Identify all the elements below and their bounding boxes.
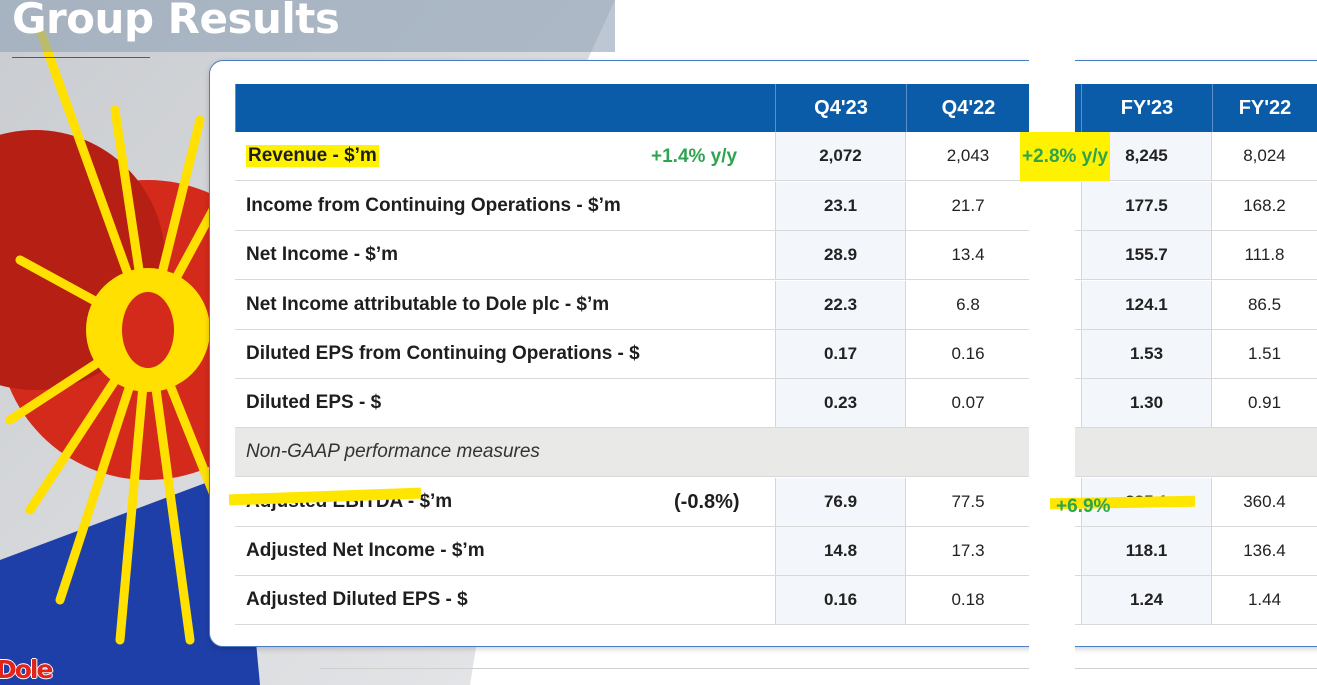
section-row-non-gaap: Non-GAAP performance measures <box>235 428 1317 477</box>
footer-divider <box>320 668 1317 669</box>
cell-fy22: 0.91 <box>1247 393 1282 412</box>
row-label: Diluted EPS from Continuing Operations -… <box>246 343 640 364</box>
cell-fy23: 1.53 <box>1081 330 1212 378</box>
cell-q423: 14.8 <box>775 527 906 575</box>
dole-logo: Dole <box>0 655 53 684</box>
cell-q422: 6.8 <box>956 295 980 314</box>
row-label: Income from Continuing Operations - $’m <box>246 195 621 216</box>
cell-fy23: 124.1 <box>1081 281 1212 329</box>
cell-fy22: 86.5 <box>1247 295 1282 314</box>
revenue-q4-yoy-annotation: +1.4% y/y <box>651 145 738 167</box>
table-row-net-income: Net Income - $’m 28.9 13.4 155.7 111.8 <box>235 231 1317 280</box>
title-underline <box>12 57 150 58</box>
ebitda-q4-change-annotation: (-0.8%) <box>674 491 740 513</box>
table-row-diluted-eps: Diluted EPS - $ 0.23 0.07 1.30 0.91 <box>235 379 1317 428</box>
cell-q422: 0.18 <box>951 590 985 609</box>
row-label: Diluted EPS - $ <box>246 392 382 413</box>
cell-q423: 28.9 <box>775 231 906 279</box>
cell-q423: 2,072 <box>775 132 906 180</box>
table-row-adjusted-diluted-eps: Adjusted Diluted EPS - $ 0.16 0.18 1.24 … <box>235 576 1317 625</box>
row-label: Revenue - $’m <box>246 145 379 167</box>
cell-q422: 13.4 <box>951 245 985 264</box>
cell-q423: 0.17 <box>775 330 906 378</box>
cell-fy22: 360.4 <box>1243 492 1286 511</box>
table-row-income-continuing: Income from Continuing Operations - $’m … <box>235 182 1317 231</box>
row-label: Adjusted Net Income - $’m <box>246 540 485 561</box>
cell-q422: 17.3 <box>951 541 985 560</box>
cell-q423: 0.16 <box>775 576 906 624</box>
cell-q422: 0.16 <box>951 344 985 363</box>
table-row-adjusted-net-income: Adjusted Net Income - $’m 14.8 17.3 118.… <box>235 527 1317 576</box>
table-header-row: Q4'23 Q4'22 FY'23 FY'22 <box>235 84 1317 132</box>
cell-fy23: 1.30 <box>1081 379 1212 427</box>
cell-fy22: 8,024 <box>1243 146 1286 165</box>
column-header-fy23: FY'23 <box>1081 84 1212 132</box>
ebitda-fy-change-annotation: +6.9% <box>1056 495 1111 517</box>
cell-q423: 23.1 <box>775 182 906 230</box>
column-header-fy22: FY'22 <box>1212 84 1317 132</box>
cell-q422: 0.07 <box>951 393 985 412</box>
cell-q423: 22.3 <box>775 281 906 329</box>
cell-fy22: 168.2 <box>1243 196 1286 215</box>
cell-fy23: 118.1 <box>1081 527 1212 575</box>
section-label: Non-GAAP performance measures <box>246 441 540 462</box>
cell-fy22: 1.51 <box>1247 344 1282 363</box>
row-label: Net Income - $’m <box>246 244 399 265</box>
revenue-fy-yoy-annotation: +2.8% y/y <box>1020 132 1111 181</box>
cell-q422: 77.5 <box>951 492 985 511</box>
cell-fy22: 1.44 <box>1247 590 1282 609</box>
row-label: Net Income attributable to Dole plc - $’… <box>246 294 610 315</box>
slide-title: Group Results <box>12 0 340 43</box>
column-header-q423: Q4'23 <box>775 84 906 132</box>
cell-fy22: 111.8 <box>1244 245 1285 264</box>
cell-fy22: 136.4 <box>1243 541 1286 560</box>
table-row-net-income-attributable: Net Income attributable to Dole plc - $’… <box>235 281 1317 330</box>
cell-fy23: 1.24 <box>1081 576 1212 624</box>
cell-q422: 21.7 <box>951 196 985 215</box>
cell-fy23: 155.7 <box>1081 231 1212 279</box>
header-label-cell <box>235 84 775 132</box>
row-label: Adjusted Diluted EPS - $ <box>246 589 468 610</box>
cell-q423: 0.23 <box>775 379 906 427</box>
cell-q422: 2,043 <box>946 146 990 165</box>
table-row-diluted-eps-continuing: Diluted EPS from Continuing Operations -… <box>235 330 1317 379</box>
cell-q423: 76.9 <box>775 478 906 526</box>
table-row-revenue: Revenue - $’m 2,072 2,043 8,245 8,024 <box>235 132 1317 181</box>
cell-fy23: 177.5 <box>1081 182 1212 230</box>
column-header-q422: Q4'22 <box>906 84 1030 132</box>
